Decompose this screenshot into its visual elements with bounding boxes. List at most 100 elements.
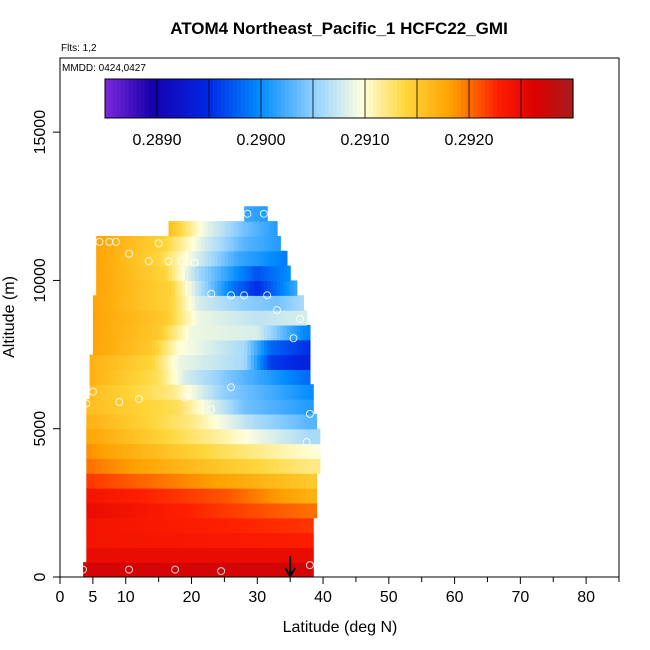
heatmap-cell [191, 354, 196, 370]
heatmap-cell [165, 562, 170, 577]
heatmap-cell [286, 488, 291, 504]
heatmap-cell [194, 265, 199, 282]
heatmap-cell [178, 280, 183, 296]
heatmap-cell [148, 280, 153, 296]
observation-point [95, 237, 104, 246]
heatmap-cell [148, 428, 153, 445]
heatmap-cell [270, 339, 275, 356]
colorbar-cell [373, 79, 378, 118]
colorbar-cell [253, 79, 258, 118]
heatmap-cell [277, 488, 281, 504]
heatmap-cell [286, 532, 291, 548]
colorbar-cell [505, 79, 510, 118]
heatmap-cell [135, 339, 140, 356]
heatmap-cell [165, 399, 170, 415]
heatmap-cell [112, 324, 117, 341]
heatmap-cell [145, 295, 150, 311]
heatmap-cell [194, 399, 199, 415]
heatmap-cell [293, 413, 298, 430]
heatmap-cell [217, 295, 222, 311]
heatmap-cell [230, 399, 235, 415]
heatmap-cell [296, 458, 301, 474]
heatmap-cell [247, 502, 252, 519]
heatmap-cell [230, 384, 235, 400]
heatmap-cell [125, 250, 130, 267]
x-tick-label: 20 [183, 589, 201, 606]
heatmap-cell [142, 399, 147, 415]
heatmap-cell [267, 310, 272, 326]
heatmap-cell [244, 339, 249, 356]
heatmap-cell [152, 235, 156, 252]
heatmap-cell [300, 399, 304, 415]
heatmap-cell [155, 354, 160, 370]
heatmap-cell [129, 473, 133, 489]
heatmap-cell [204, 235, 209, 252]
heatmap-cell [155, 473, 160, 489]
heatmap-cell [237, 547, 242, 563]
heatmap-cell [115, 473, 120, 489]
heatmap-cell [181, 235, 186, 252]
heatmap-cell [250, 502, 255, 519]
heatmap-cell [145, 443, 150, 459]
heatmap-cell [184, 443, 189, 459]
colorbar-cell [369, 79, 374, 118]
heatmap-cell [207, 547, 212, 563]
heatmap-cell [247, 295, 252, 311]
heatmap-cell [175, 369, 179, 385]
heatmap-cell [178, 458, 183, 474]
heatmap-cell [125, 280, 130, 296]
heatmap-cell [263, 428, 268, 445]
heatmap-cell [194, 310, 199, 326]
heatmap-cell [273, 502, 278, 519]
heatmap-cell [171, 295, 176, 311]
heatmap-cell [247, 221, 252, 237]
heatmap-cell [122, 443, 127, 459]
colorbar-cell [425, 79, 430, 118]
colorbar-cell [417, 79, 422, 118]
heatmap-cell [237, 384, 242, 400]
observation-point [315, 445, 324, 454]
heatmap-cell [263, 324, 268, 341]
heatmap-cell [244, 399, 249, 415]
heatmap-cell [214, 265, 219, 282]
heatmap-cell [171, 265, 176, 282]
observation-point [305, 561, 314, 570]
heatmap-cell [181, 488, 186, 504]
heatmap-cell [230, 458, 235, 474]
heatmap-cell [237, 488, 242, 504]
heatmap-cell [260, 295, 265, 311]
heatmap-cell [260, 562, 265, 577]
colorbar-cell [429, 79, 434, 118]
heatmap-cell [234, 413, 239, 430]
heatmap-cell [267, 324, 272, 341]
heatmap-cell [234, 250, 239, 267]
heatmap-cell [250, 235, 255, 252]
heatmap-cell [204, 354, 209, 370]
heatmap-cell [96, 310, 101, 326]
heatmap-cell [132, 502, 137, 519]
heatmap-cell [178, 443, 183, 459]
heatmap-cell [92, 473, 97, 489]
x-tick-label: 40 [314, 589, 332, 606]
heatmap-cell [227, 443, 232, 459]
colorbar-cell [401, 79, 406, 118]
heatmap-cell [224, 354, 229, 370]
heatmap-cell [129, 280, 133, 296]
heatmap-cell [188, 547, 193, 563]
heatmap-cell [109, 235, 114, 252]
heatmap-cell [198, 250, 202, 267]
heatmap-cell [237, 399, 242, 415]
heatmap-cell [221, 235, 226, 252]
heatmap-cell [270, 265, 275, 282]
heatmap-cell [109, 502, 114, 519]
heatmap-cell [227, 547, 232, 563]
heatmap-cell [207, 280, 212, 296]
heatmap-cell [221, 339, 226, 356]
heatmap-cell [221, 562, 226, 577]
heatmap-cell [175, 280, 179, 296]
heatmap-cell [152, 265, 156, 282]
heatmap-cell [184, 235, 189, 252]
heatmap-cell [300, 532, 304, 548]
heatmap-cell [142, 354, 147, 370]
heatmap-cell [260, 532, 265, 548]
